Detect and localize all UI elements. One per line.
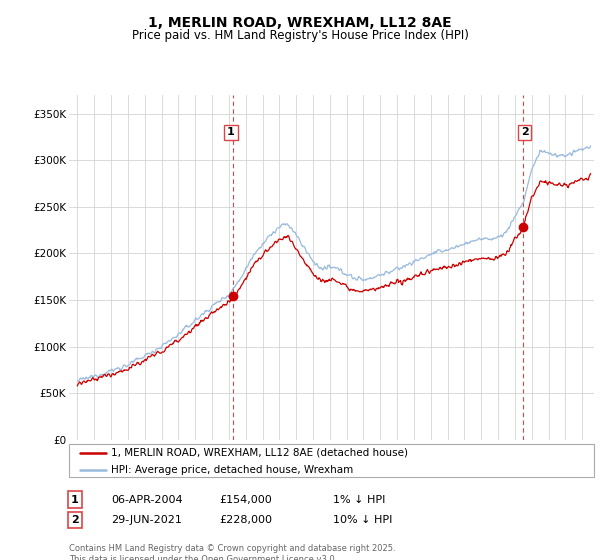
Text: 10% ↓ HPI: 10% ↓ HPI (333, 515, 392, 525)
Text: 1: 1 (227, 128, 235, 137)
Text: £154,000: £154,000 (219, 494, 272, 505)
Text: 29-JUN-2021: 29-JUN-2021 (111, 515, 182, 525)
Text: 2: 2 (71, 515, 79, 525)
Text: 1, MERLIN ROAD, WREXHAM, LL12 8AE: 1, MERLIN ROAD, WREXHAM, LL12 8AE (148, 16, 452, 30)
Text: Contains HM Land Registry data © Crown copyright and database right 2025.
This d: Contains HM Land Registry data © Crown c… (69, 544, 395, 560)
Text: 2: 2 (521, 128, 529, 137)
Text: Price paid vs. HM Land Registry's House Price Index (HPI): Price paid vs. HM Land Registry's House … (131, 29, 469, 42)
Text: 06-APR-2004: 06-APR-2004 (111, 494, 182, 505)
Text: 1, MERLIN ROAD, WREXHAM, LL12 8AE (detached house): 1, MERLIN ROAD, WREXHAM, LL12 8AE (detac… (111, 448, 408, 458)
Text: HPI: Average price, detached house, Wrexham: HPI: Average price, detached house, Wrex… (111, 465, 353, 475)
Text: 1% ↓ HPI: 1% ↓ HPI (333, 494, 385, 505)
Text: 1: 1 (71, 494, 79, 505)
Text: £228,000: £228,000 (219, 515, 272, 525)
